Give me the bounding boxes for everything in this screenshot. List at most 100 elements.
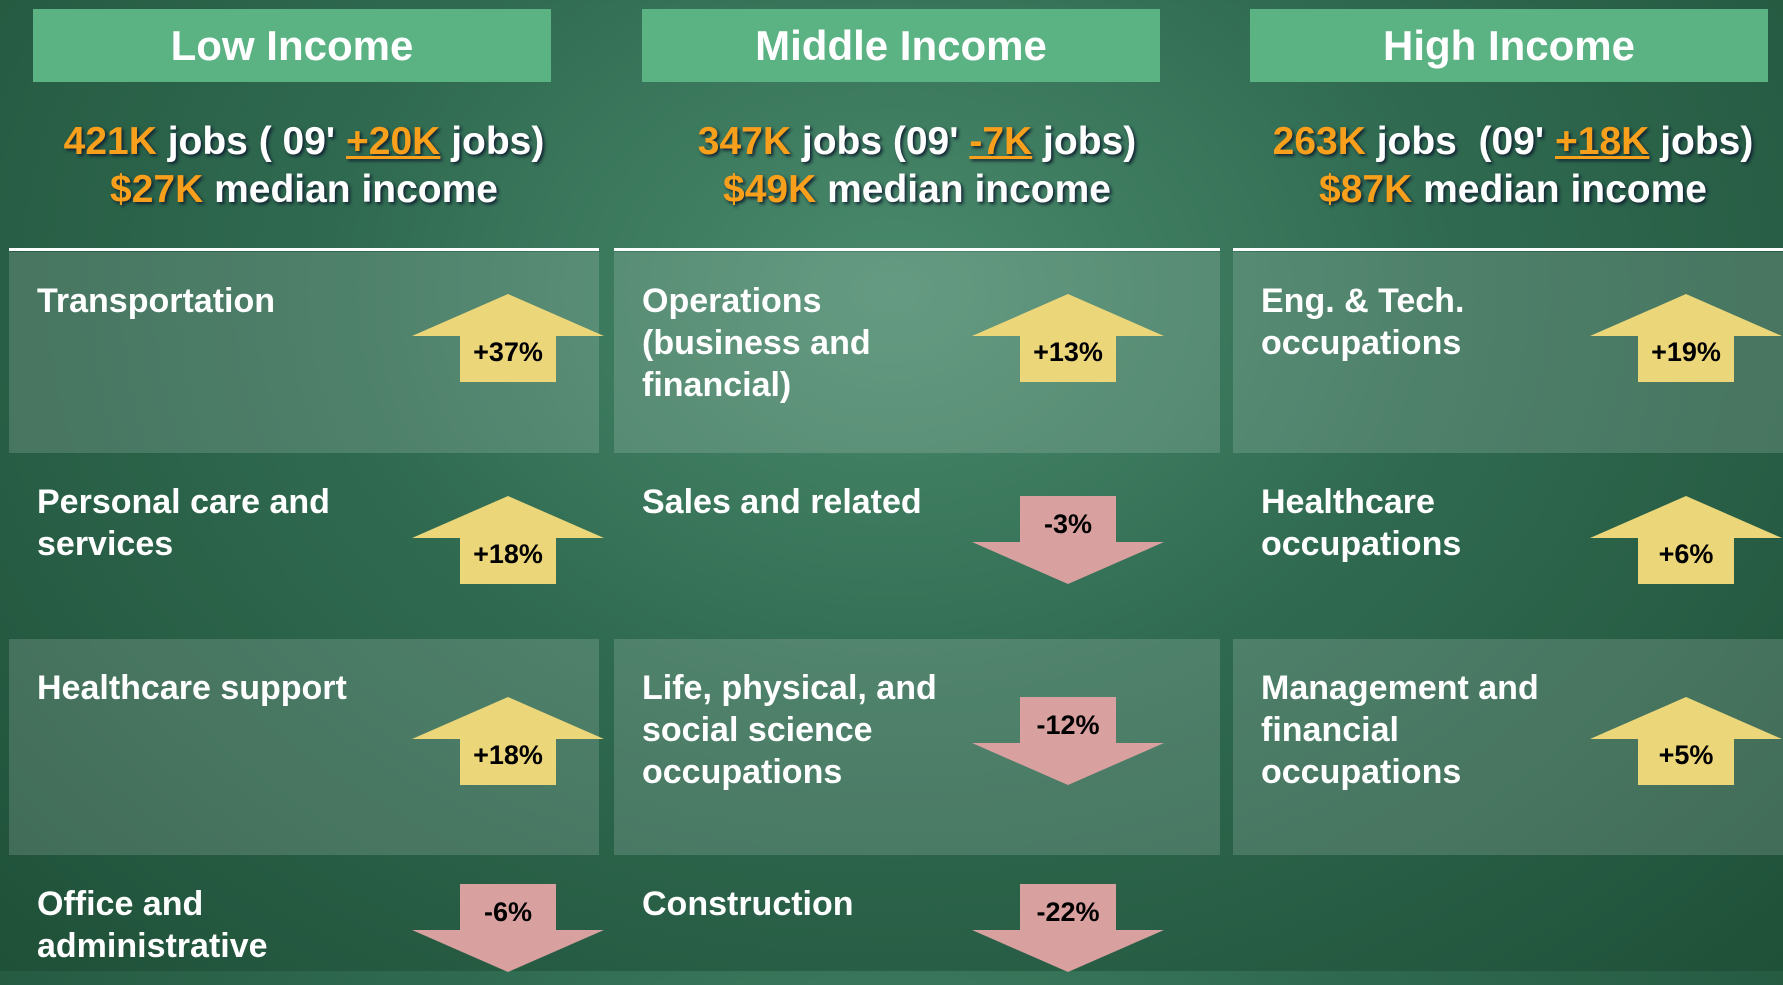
jobs-text: jobs): [451, 120, 545, 163]
jobs-change: +20K: [346, 120, 441, 163]
label-line: Life, physical, and: [642, 669, 937, 707]
change-label: +18%: [473, 740, 543, 770]
occupation-label: Eng. & Tech. occupations: [1261, 280, 1464, 364]
occupation-label: Management and financial occupations: [1261, 667, 1539, 793]
change-arrow: +13%: [972, 294, 1164, 382]
occupation-row: Eng. & Tech. occupations +19%: [1233, 252, 1783, 453]
change-label: +6%: [1659, 539, 1714, 569]
change-label: +13%: [1033, 337, 1103, 367]
label-line: Eng. & Tech.: [1261, 282, 1465, 320]
occupation-row: Sales and related -3%: [614, 453, 1220, 639]
change-arrow: +37%: [412, 294, 604, 382]
label-line: (business and: [642, 324, 871, 362]
income-text: median income: [1423, 168, 1707, 211]
label-line: Office and: [37, 885, 204, 923]
divider: [9, 248, 599, 251]
label-line: Healthcare support: [37, 669, 347, 707]
change-arrow: -3%: [972, 496, 1164, 584]
change-arrow: +18%: [412, 697, 604, 785]
occupation-row: Healthcare occupations +6%: [1233, 453, 1783, 639]
change-label: -12%: [1036, 710, 1099, 740]
occupation-label: Office and administrative: [37, 883, 268, 967]
label-line: Healthcare: [1261, 483, 1435, 521]
column-header: High Income: [1250, 9, 1768, 82]
label-line: occupations: [1261, 324, 1462, 362]
income-line: $49K median income: [614, 166, 1220, 214]
label-line: social science: [642, 711, 873, 749]
income-text: median income: [214, 168, 498, 211]
jobs-text: jobs): [1043, 120, 1137, 163]
jobs-change: -7K: [969, 120, 1033, 163]
occupation-label: Sales and related: [642, 481, 922, 523]
jobs-line: 263K jobs (09' +18K jobs): [1233, 118, 1783, 166]
occupation-label: Personal care and services: [37, 481, 330, 565]
label-line: occupations: [1261, 525, 1462, 563]
change-label: -3%: [1044, 509, 1092, 539]
column-header: Middle Income: [642, 9, 1160, 82]
jobs-count: 347K: [697, 120, 792, 163]
column-stats: 263K jobs (09' +18K jobs) $87K median inc…: [1233, 118, 1783, 214]
change-label: +18%: [473, 539, 543, 569]
jobs-count: 421K: [63, 120, 157, 163]
arrow-shape: [1590, 496, 1782, 584]
jobs-count: 263K: [1272, 120, 1366, 163]
divider: [614, 248, 1220, 251]
jobs-text: jobs): [1660, 120, 1754, 163]
label-line: Operations: [642, 282, 822, 320]
label-line: occupations: [1261, 753, 1462, 791]
income-text: median income: [827, 168, 1111, 211]
occupation-row: Management and financial occupations +5%: [1233, 639, 1783, 855]
arrow-shape: [412, 496, 604, 584]
income-line: $27K median income: [9, 166, 599, 214]
column-header: Low Income: [33, 9, 551, 82]
change-arrow: +19%: [1590, 294, 1782, 382]
median-income: $49K: [723, 168, 817, 211]
arrow-shape: [412, 697, 604, 785]
median-income: $27K: [110, 168, 204, 211]
occupation-row: Healthcare support +18%: [9, 639, 604, 855]
change-arrow: -6%: [412, 884, 604, 972]
label-line: administrative: [37, 927, 268, 965]
occupation-label: Healthcare occupations: [1261, 481, 1461, 565]
label-line: Sales and related: [642, 483, 922, 521]
occupation-row: Office and administrative -6%: [9, 855, 604, 985]
change-arrow: +18%: [412, 496, 604, 584]
label-line: Management and: [1261, 669, 1539, 707]
label-line: Personal care and: [37, 483, 330, 521]
label-line: financial): [642, 366, 792, 404]
occupation-row: Transportation +37%: [9, 252, 604, 453]
label-line: Construction: [642, 885, 854, 923]
divider: [1233, 248, 1783, 251]
jobs-line: 347K jobs (09' -7K jobs): [614, 118, 1220, 166]
occupation-label: Construction: [642, 883, 854, 925]
income-column: Middle Income 347K jobs (09' -7K jobs) $49…: [614, 0, 1220, 972]
label-line: financial: [1261, 711, 1399, 749]
arrow-shape: [972, 294, 1164, 382]
column-stats: 421K jobs ( 09' +20K jobs) $27K median in…: [9, 118, 599, 214]
income-column: High Income 263K jobs (09' +18K jobs) $87K…: [1233, 0, 1783, 971]
change-label: +19%: [1651, 337, 1721, 367]
arrow-shape: [1590, 697, 1782, 785]
income-column: Low Income 421K jobs ( 09' +20K jobs) $27K…: [9, 0, 604, 972]
change-label: +37%: [473, 337, 543, 367]
label-line: occupations: [642, 753, 843, 791]
change-label: -22%: [1036, 897, 1099, 927]
occupation-label: Operations (business and financial): [642, 280, 871, 406]
jobs-text: jobs ( 09': [167, 120, 336, 163]
occupation-row: Life, physical, and social science occupat…: [614, 639, 1220, 855]
change-arrow: -22%: [972, 884, 1164, 972]
jobs-text: jobs (09': [1376, 120, 1545, 163]
change-label: +5%: [1659, 740, 1714, 770]
change-arrow: -12%: [972, 697, 1164, 785]
jobs-change: +18K: [1555, 120, 1650, 163]
arrow-shape: [972, 884, 1164, 972]
change-arrow: +6%: [1590, 496, 1782, 584]
arrow-shape: [412, 884, 604, 972]
column-stats: 347K jobs (09' -7K jobs) $49K median inco…: [614, 118, 1220, 214]
change-label: -6%: [484, 897, 532, 927]
occupation-label: Transportation: [37, 280, 275, 322]
arrow-shape: [972, 697, 1164, 785]
change-arrow: +5%: [1590, 697, 1782, 785]
occupation-row: Operations (business and financial) +13%: [614, 252, 1220, 453]
